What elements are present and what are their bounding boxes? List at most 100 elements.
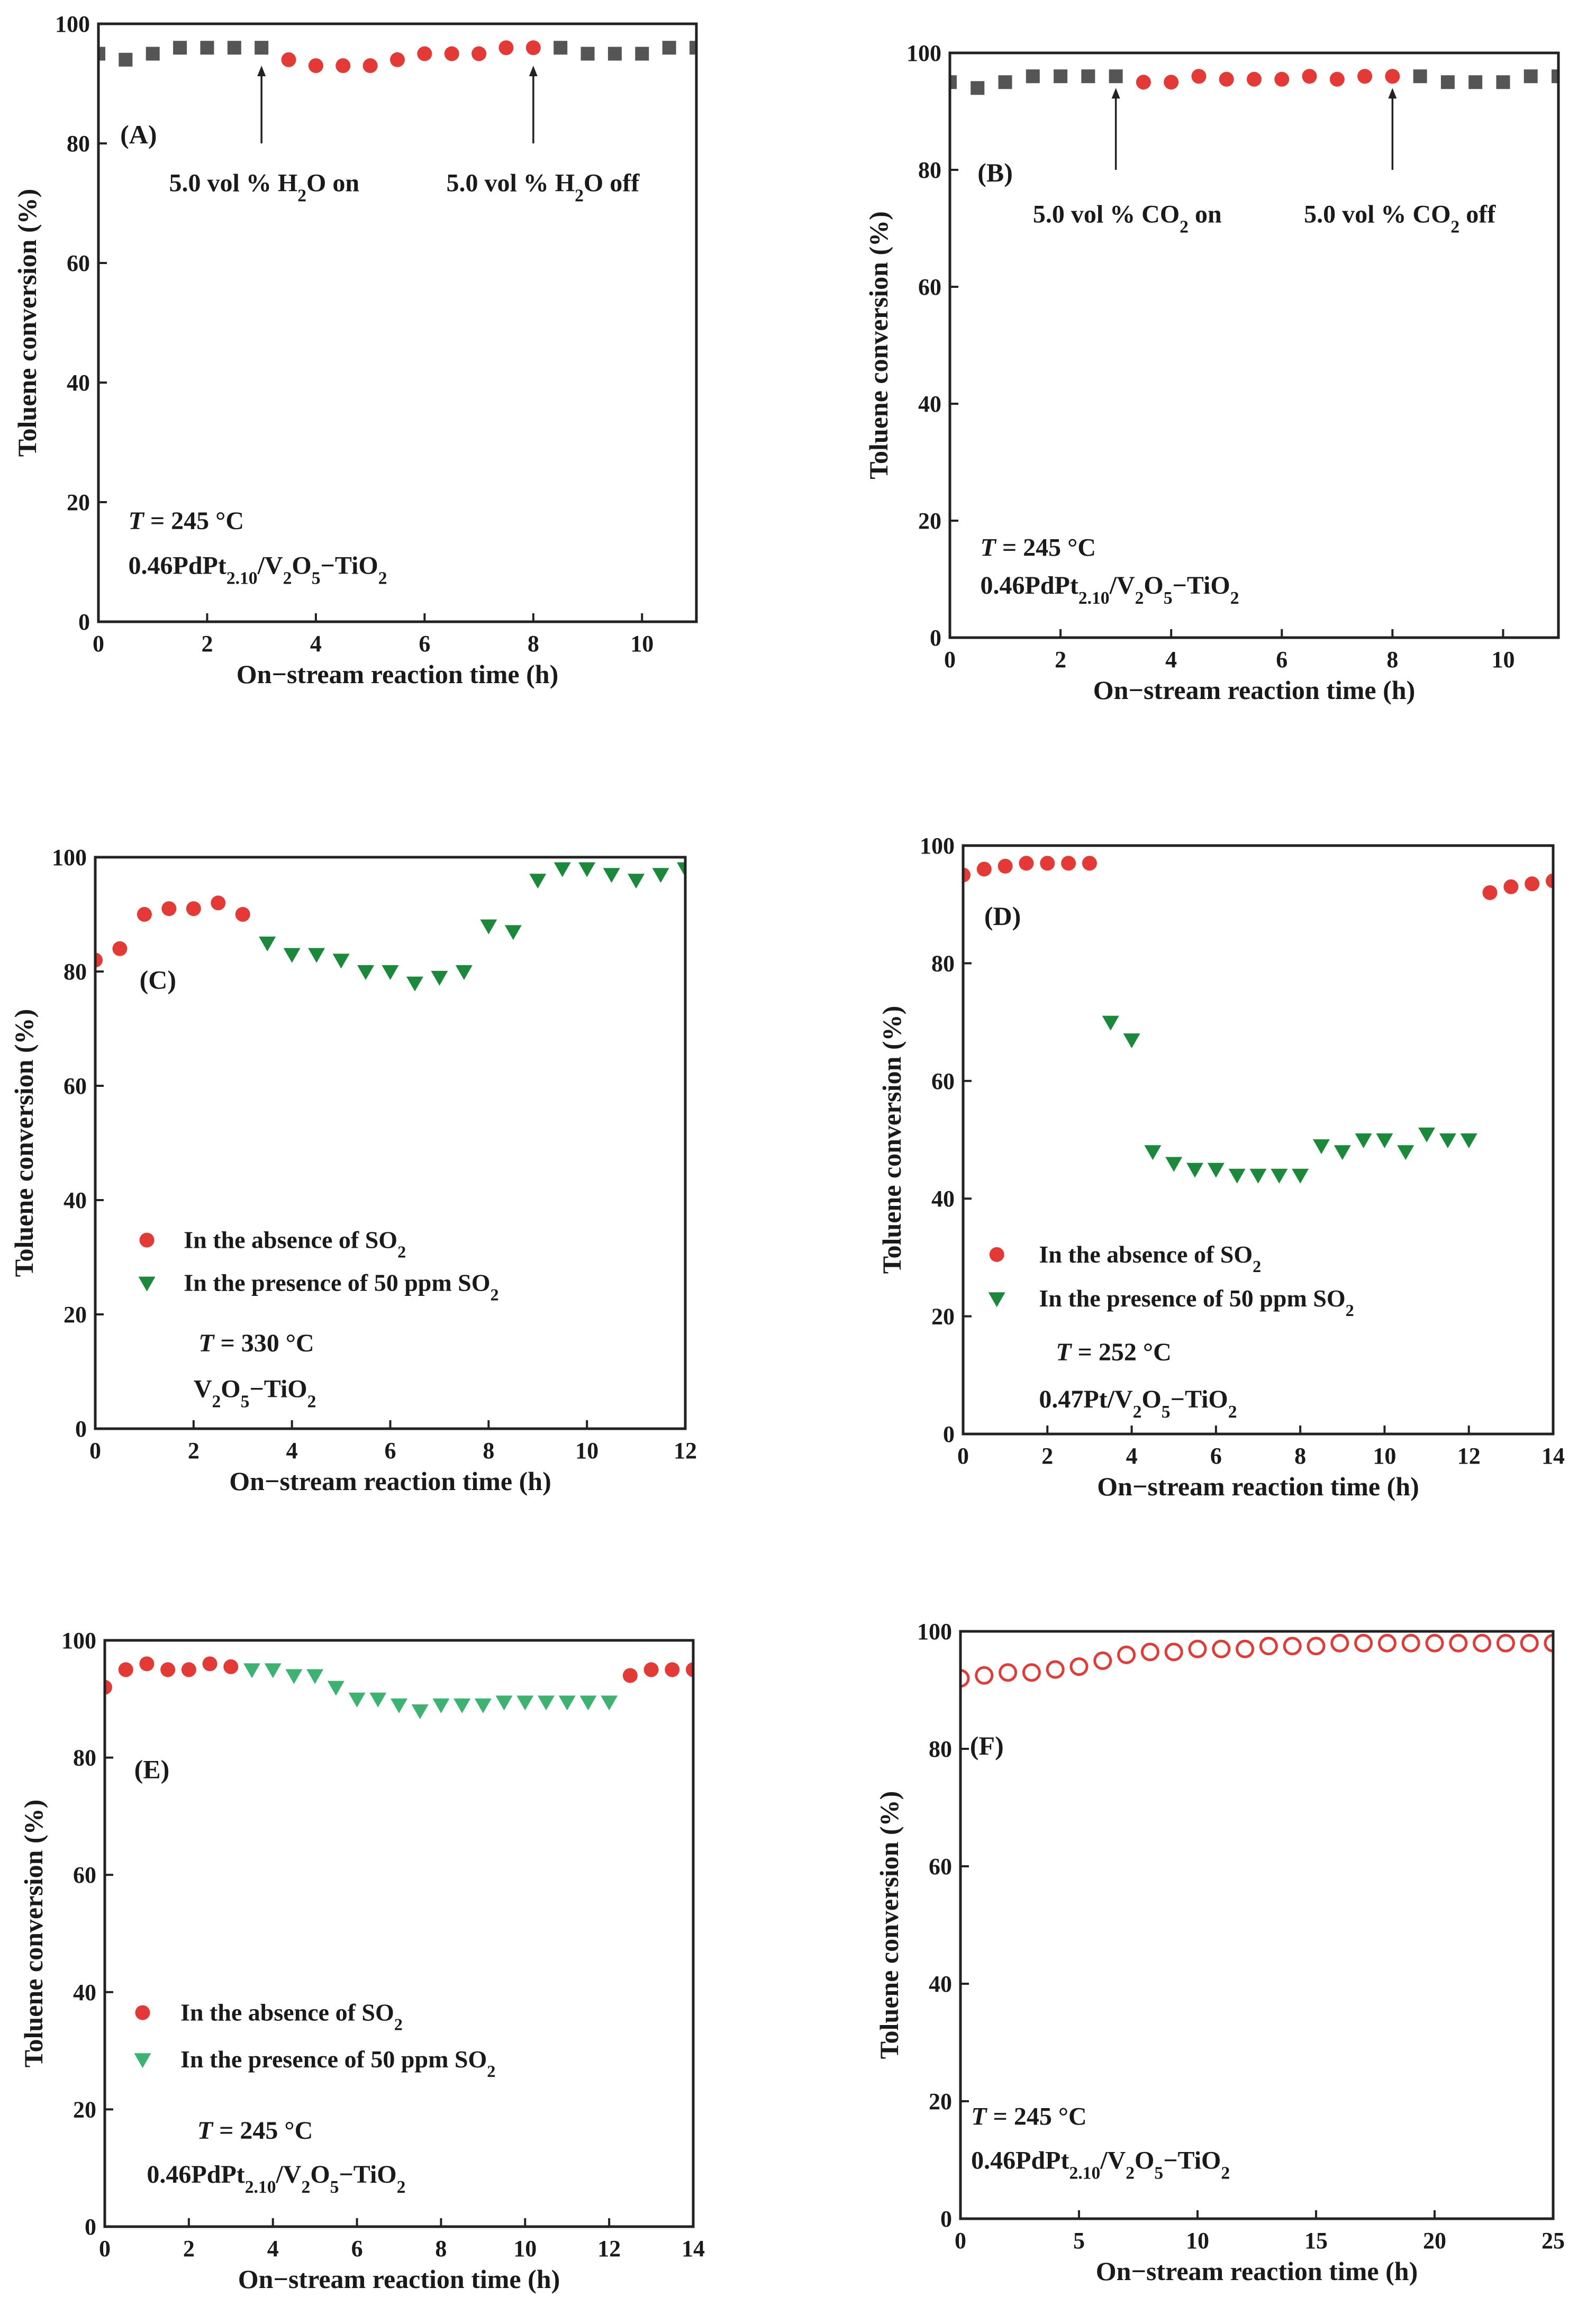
data-layer bbox=[950, 69, 1558, 95]
data-point-open-circle bbox=[1069, 1657, 1089, 1676]
x-tick-label: 8 bbox=[1386, 647, 1398, 673]
x-tick-label: 2 bbox=[188, 1438, 200, 1464]
data-point-triangle bbox=[516, 1695, 534, 1711]
annotation-arrowhead bbox=[1388, 88, 1397, 99]
x-tick-label: 0 bbox=[944, 647, 956, 673]
data-point-square bbox=[581, 47, 595, 61]
x-tick-label: 10 bbox=[513, 2236, 537, 2262]
y-tick-label: 40 bbox=[918, 391, 941, 417]
data-point-circle bbox=[160, 1662, 176, 1677]
data-point-open-circle bbox=[1401, 1633, 1420, 1653]
data-point-circle bbox=[1503, 879, 1519, 894]
data-point-open-circle bbox=[1022, 1663, 1041, 1682]
data-point-open-circle bbox=[1117, 1645, 1136, 1664]
data-point-triangle bbox=[603, 868, 620, 883]
data-point-open-circle bbox=[1496, 1633, 1515, 1653]
data-point-square bbox=[662, 41, 676, 55]
data-point-circle bbox=[622, 1668, 638, 1683]
data-point-triangle bbox=[1397, 1145, 1414, 1160]
data-point-triangle bbox=[1228, 1168, 1246, 1184]
data-point-triangle bbox=[504, 925, 522, 940]
data-point-square bbox=[554, 41, 568, 55]
data-point-square bbox=[1026, 69, 1040, 84]
x-tick-label: 10 bbox=[1373, 1443, 1396, 1469]
data-point-circle bbox=[202, 1656, 217, 1672]
x-tick-label: 6 bbox=[351, 2236, 363, 2262]
data-point-circle bbox=[1082, 856, 1097, 871]
annotation-arrowhead bbox=[257, 66, 266, 77]
x-tick-label: 0 bbox=[99, 2236, 111, 2262]
data-point-circle bbox=[686, 1662, 693, 1677]
legend-label-presence: In the presence of 50 ppm SO2 bbox=[1039, 1285, 1354, 1320]
catalyst-label: 0.46PdPt2.10/V2O5−TiO2 bbox=[147, 2160, 405, 2197]
y-tick-label: 20 bbox=[67, 489, 90, 515]
x-tick-label: 8 bbox=[435, 2236, 447, 2262]
x-tick-label: 14 bbox=[682, 2236, 705, 2262]
data-point-triangle bbox=[369, 1692, 387, 1708]
data-point-triangle bbox=[1249, 1168, 1267, 1184]
legend-marker-presence bbox=[988, 1292, 1005, 1308]
data-point-open-circle bbox=[960, 1669, 970, 1688]
data-point-circle bbox=[308, 58, 323, 74]
data-point-square bbox=[200, 41, 214, 55]
y-tick-label: 100 bbox=[52, 845, 87, 870]
data-point-triangle bbox=[332, 954, 350, 969]
annotation-on: 5.0 vol % H2O on bbox=[169, 169, 359, 205]
data-point-triangle bbox=[308, 948, 325, 963]
data-point-circle bbox=[1136, 75, 1151, 90]
x-tick-label: 10 bbox=[1491, 647, 1515, 673]
annotation-on: 5.0 vol % CO2 on bbox=[1033, 200, 1222, 237]
y-axis-title: Toluene conversion (%) bbox=[19, 1800, 48, 2068]
data-point-open-circle bbox=[1544, 1633, 1553, 1653]
temperature-label: T = 245 °C bbox=[197, 2117, 313, 2145]
data-point-circle bbox=[112, 941, 128, 956]
y-tick-label: 60 bbox=[73, 1862, 96, 1888]
data-point-square bbox=[635, 47, 649, 61]
data-point-square bbox=[173, 41, 187, 55]
panel-label: (C) bbox=[140, 965, 176, 994]
x-tick-label: 10 bbox=[575, 1438, 598, 1464]
data-point-open-circle bbox=[975, 1666, 994, 1685]
x-tick-label: 2 bbox=[1055, 647, 1066, 673]
temperature-label: T = 245 °C bbox=[129, 507, 244, 535]
data-point-square bbox=[1081, 69, 1095, 84]
x-tick-label: 12 bbox=[597, 2236, 621, 2262]
x-tick-label: 8 bbox=[483, 1438, 494, 1464]
plot-frame bbox=[959, 1630, 1555, 2220]
x-axis-title: On−stream reaction time (h) bbox=[1097, 1472, 1419, 1501]
data-point-open-circle bbox=[1093, 1651, 1112, 1670]
x-tick-label: 4 bbox=[310, 631, 322, 657]
data-point-circle bbox=[186, 901, 201, 916]
data-point-square bbox=[1440, 75, 1455, 89]
x-axis-title: On−stream reaction time (h) bbox=[1093, 675, 1415, 705]
y-tick-label: 20 bbox=[73, 2096, 96, 2122]
y-tick-label: 60 bbox=[918, 274, 941, 300]
x-tick-label: 8 bbox=[1294, 1443, 1306, 1469]
data-point-circle bbox=[1385, 69, 1400, 84]
x-tick-label: 6 bbox=[1210, 1443, 1222, 1469]
x-tick-label: 4 bbox=[267, 2236, 279, 2262]
data-point-circle bbox=[1191, 69, 1207, 84]
data-point-circle bbox=[139, 1656, 155, 1672]
x-tick-label: 2 bbox=[201, 631, 213, 657]
data-point-circle bbox=[1040, 856, 1055, 871]
data-point-triangle bbox=[432, 1698, 450, 1713]
legend-label-absence: In the absence of SO2 bbox=[184, 1227, 406, 1261]
x-tick-label: 2 bbox=[183, 2236, 195, 2262]
data-point-triangle bbox=[554, 862, 571, 877]
panel-f: 0 5 10 15 20 25 0 20 40 60 80 100 On−stream reaction… bbox=[874, 1619, 1565, 2286]
catalyst-label: 0.46PdPt2.10/V2O5−TiO2 bbox=[129, 552, 387, 588]
data-point-triangle bbox=[259, 937, 276, 951]
y-tick-label: 40 bbox=[73, 1980, 96, 2005]
data-point-open-circle bbox=[1473, 1633, 1492, 1653]
y-tick-label: 20 bbox=[918, 508, 941, 534]
annotation-off: 5.0 vol % CO2 off bbox=[1304, 200, 1496, 237]
x-tick-label: 10 bbox=[1186, 2228, 1209, 2254]
x-tick-label: 0 bbox=[93, 631, 104, 657]
y-tick-label: 20 bbox=[931, 1304, 955, 1330]
data-point-triangle bbox=[1334, 1145, 1351, 1160]
annotation-arrowhead bbox=[529, 66, 538, 77]
panel-label: (A) bbox=[120, 120, 157, 149]
data-point-open-circle bbox=[1354, 1633, 1373, 1653]
